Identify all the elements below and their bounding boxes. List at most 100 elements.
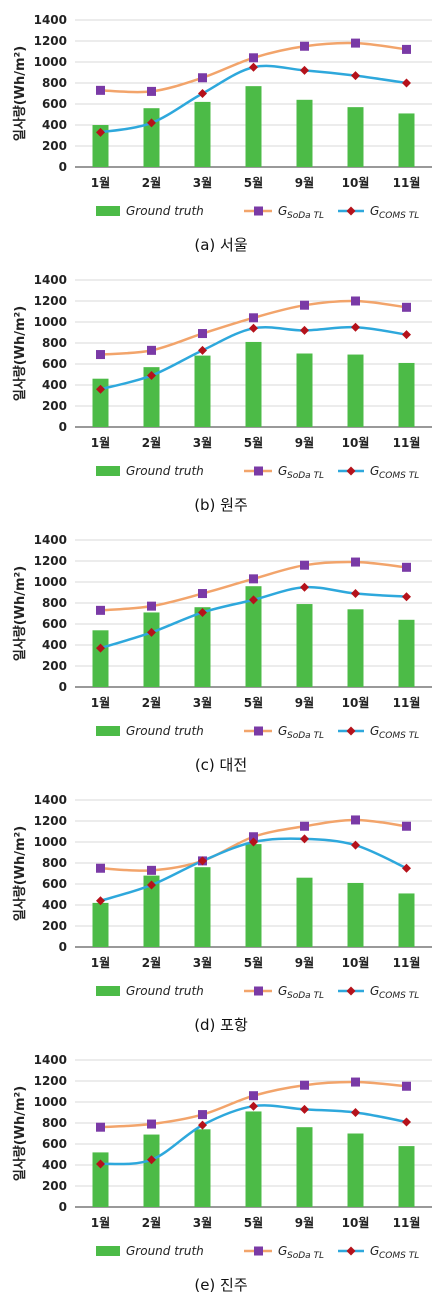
marker-soda-tl xyxy=(198,73,207,83)
marker-coms-tl xyxy=(96,384,105,394)
legend-label-coms-tl-sub: COMS TL xyxy=(379,991,419,1001)
bar-ground-truth xyxy=(398,362,415,427)
x-tick-label: 9월 xyxy=(295,175,314,190)
y-tick-label: 800 xyxy=(42,1116,67,1130)
x-tick-label: 5월 xyxy=(244,175,263,190)
legend-label-ground-truth: Ground truth xyxy=(126,1244,204,1258)
bar-ground-truth xyxy=(296,99,313,167)
marker-coms-tl xyxy=(351,322,360,332)
panel-caption: (b) 원주 xyxy=(194,496,248,514)
bar-ground-truth xyxy=(296,1127,313,1207)
legend-label-soda-tl-sub: SoDa TL xyxy=(287,731,324,741)
marker-soda-tl xyxy=(147,86,156,96)
marker-soda-tl xyxy=(402,44,411,54)
marker-coms-tl xyxy=(249,62,258,72)
y-axis-label: 일사량(Wh/m²) xyxy=(12,46,28,141)
y-tick-label: 600 xyxy=(42,1137,67,1151)
marker-coms-tl xyxy=(351,840,360,850)
bar-ground-truth xyxy=(245,86,262,167)
x-tick-label: 2월 xyxy=(142,955,161,970)
legend-marker-soda-tl xyxy=(254,726,263,736)
bar-ground-truth xyxy=(398,893,415,947)
x-tick-label: 1월 xyxy=(91,695,110,710)
x-tick-label: 9월 xyxy=(295,435,314,450)
legend-label-coms-tl-main: G xyxy=(370,464,379,478)
x-tick-label: 10월 xyxy=(342,1215,370,1230)
bar-ground-truth xyxy=(347,882,364,947)
y-tick-label: 1200 xyxy=(34,294,67,308)
legend-label-soda-tl-sub: SoDa TL xyxy=(287,211,324,221)
bar-ground-truth xyxy=(245,844,262,947)
y-tick-label: 1000 xyxy=(34,575,67,589)
y-tick-label: 400 xyxy=(42,1158,67,1172)
marker-soda-tl xyxy=(96,1122,105,1132)
bar-ground-truth xyxy=(194,101,211,167)
marker-soda-tl xyxy=(300,821,309,831)
legend-label-ground-truth: Ground truth xyxy=(126,204,204,218)
marker-coms-tl xyxy=(249,323,258,333)
marker-coms-tl xyxy=(147,880,156,890)
legend-marker-coms-tl xyxy=(346,466,356,476)
bar-ground-truth xyxy=(143,875,160,947)
y-tick-label: 1000 xyxy=(34,315,67,329)
x-tick-label: 2월 xyxy=(142,175,161,190)
marker-coms-tl xyxy=(300,582,309,592)
y-tick-label: 0 xyxy=(59,1200,67,1214)
legend-label-coms-tl-sub: COMS TL xyxy=(379,731,419,741)
legend-marker-coms-tl xyxy=(346,1246,356,1256)
y-axis-label: 일사량(Wh/m²) xyxy=(12,306,28,401)
x-tick-label: 9월 xyxy=(295,955,314,970)
y-tick-label: 800 xyxy=(42,596,67,610)
marker-soda-tl xyxy=(351,1077,360,1087)
marker-coms-tl xyxy=(147,1155,156,1165)
legend-label-coms-tl-sub: COMS TL xyxy=(379,211,419,221)
x-tick-label: 5월 xyxy=(244,695,263,710)
marker-coms-tl xyxy=(300,325,309,335)
bar-ground-truth xyxy=(143,367,160,427)
marker-soda-tl xyxy=(402,821,411,831)
bar-ground-truth xyxy=(296,604,313,687)
bar-ground-truth xyxy=(92,1152,109,1207)
marker-soda-tl xyxy=(96,605,105,615)
x-tick-label: 5월 xyxy=(244,1215,263,1230)
marker-soda-tl xyxy=(300,1080,309,1090)
legend-label-soda-tl-sub: SoDa TL xyxy=(287,991,324,1001)
legend-marker-soda-tl xyxy=(254,986,263,996)
bar-ground-truth xyxy=(347,354,364,427)
y-tick-label: 200 xyxy=(42,399,67,413)
x-tick-label: 3월 xyxy=(193,175,212,190)
bar-ground-truth xyxy=(398,113,415,167)
legend-label-coms-tl-sub: COMS TL xyxy=(379,471,419,481)
y-tick-label: 600 xyxy=(42,617,67,631)
x-tick-label: 2월 xyxy=(142,695,161,710)
bar-ground-truth xyxy=(296,877,313,947)
x-tick-label: 3월 xyxy=(193,435,212,450)
marker-coms-tl xyxy=(402,330,411,340)
x-tick-label: 10월 xyxy=(342,695,370,710)
marker-coms-tl xyxy=(300,1104,309,1114)
y-tick-label: 1000 xyxy=(34,1095,67,1109)
x-tick-label: 1월 xyxy=(91,435,110,450)
marker-coms-tl xyxy=(300,65,309,75)
marker-soda-tl xyxy=(96,350,105,360)
y-tick-label: 1400 xyxy=(34,533,67,547)
y-tick-label: 0 xyxy=(59,420,67,434)
y-tick-label: 400 xyxy=(42,118,67,132)
bar-ground-truth xyxy=(92,630,109,687)
x-tick-label: 5월 xyxy=(244,435,263,450)
bar-ground-truth xyxy=(347,1133,364,1207)
marker-soda-tl xyxy=(96,85,105,95)
marker-coms-tl xyxy=(147,627,156,637)
bar-ground-truth xyxy=(92,902,109,947)
bar-ground-truth xyxy=(143,1134,160,1207)
marker-soda-tl xyxy=(402,1081,411,1091)
y-tick-label: 200 xyxy=(42,139,67,153)
marker-coms-tl xyxy=(147,371,156,381)
legend-swatch-ground-truth xyxy=(96,986,120,996)
y-tick-label: 1400 xyxy=(34,1053,67,1067)
legend-marker-soda-tl xyxy=(254,466,263,476)
legend-label-soda-tl-main: G xyxy=(278,984,287,998)
x-tick-label: 2월 xyxy=(142,435,161,450)
marker-soda-tl xyxy=(249,313,258,323)
